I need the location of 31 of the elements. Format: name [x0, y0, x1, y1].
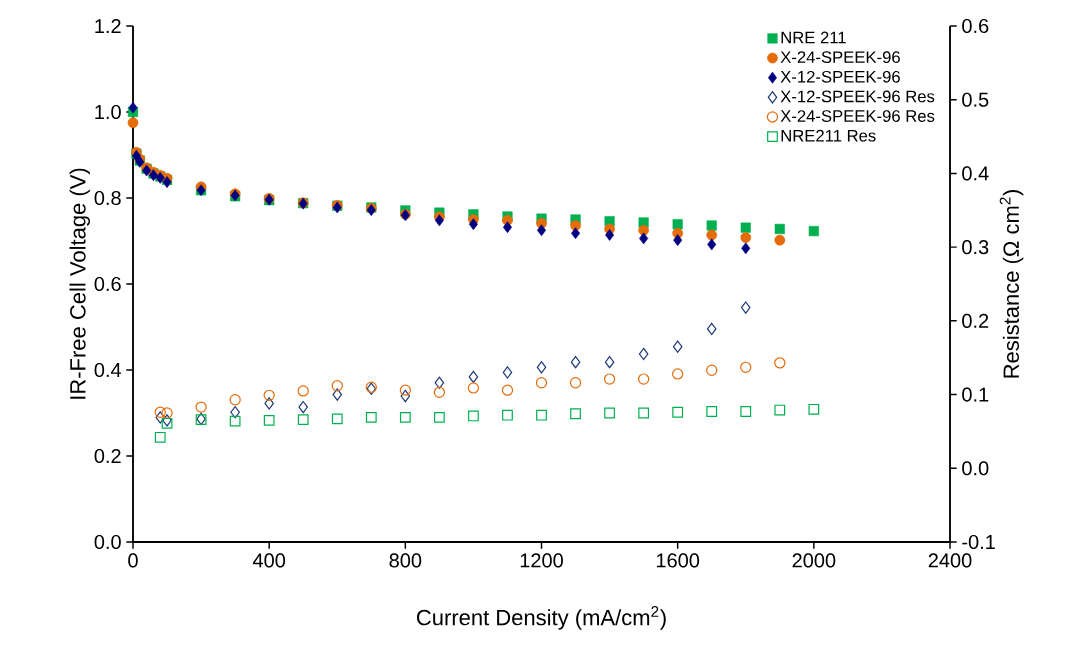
y-tick-label: 1.2 — [95, 19, 121, 33]
legend-label: X-12-SPEEK-96 Res — [780, 90, 935, 103]
x-tick-label: 2400 — [928, 553, 972, 568]
y-tick-label: 1.0 — [95, 104, 121, 120]
y-tick-label: 0.0 — [94, 534, 121, 550]
y2-tick-label: 0.4 — [962, 166, 989, 181]
y2-tick-label: -0.1 — [962, 534, 995, 550]
x-tick-label: 800 — [389, 553, 422, 568]
legend-label: X-24-SPEEK-96 — [780, 51, 900, 64]
x-tick-label: 0 — [128, 553, 138, 568]
y2-axis-title: Resistance (Ω cm$^{2}$) — [999, 190, 1024, 378]
x-tick-label: 1200 — [520, 553, 563, 568]
y2-tick-label: 0.2 — [962, 313, 989, 328]
x-tick-label: 2000 — [792, 553, 836, 568]
y-axis-title: IR-Free Cell Voltage (V) — [69, 168, 90, 399]
y2-tick-label: 0.5 — [962, 92, 989, 107]
y-tick-label: 0.8 — [94, 190, 121, 206]
legend-label: NRE211 Res — [781, 129, 876, 142]
legend-label: X-12-SPEEK-96 — [780, 70, 900, 83]
legend-label: X-24-SPEEK-96 Res — [780, 110, 935, 122]
y-tick-label: 0.4 — [94, 362, 122, 378]
x-tick-label: 1600 — [656, 553, 700, 568]
y2-tick-label: 0.1 — [962, 387, 989, 402]
y-tick-label: 0.6 — [94, 276, 121, 292]
legend-label: NRE 211 — [781, 31, 846, 44]
x-tick-label: 400 — [252, 553, 286, 568]
x-axis-title: Current Density (mA/cm$^{2}$) — [416, 606, 666, 630]
y2-tick-label: 0.3 — [962, 240, 989, 255]
y-tick-label: 0.2 — [94, 448, 121, 464]
y2-tick-label: 0.6 — [962, 18, 989, 34]
y2-tick-label: 0.0 — [962, 461, 989, 476]
